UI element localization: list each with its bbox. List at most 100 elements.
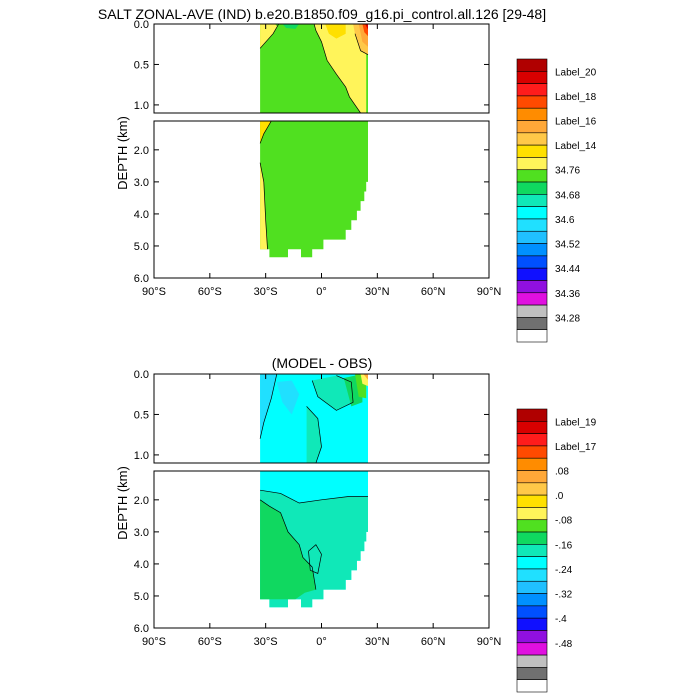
field-region: [363, 374, 368, 380]
colorbar-swatch: [516, 317, 548, 330]
colorbar-label: -.48: [555, 639, 573, 650]
y-tick-label: 1.0: [134, 450, 149, 462]
x-tick-label: 90°N: [477, 286, 502, 298]
contour-line: [354, 33, 369, 56]
colorbar-label: -.32: [555, 590, 573, 601]
field-region: [260, 499, 316, 600]
colorbar-label: 34.52: [555, 240, 580, 251]
y-axis-label: DEPTH (km): [115, 466, 130, 540]
colorbar-swatch: [516, 580, 548, 594]
colorbar-swatch: [516, 255, 548, 269]
contour-line: [313, 24, 361, 113]
colorbar-swatch: [516, 132, 548, 146]
field-region: [365, 24, 368, 30]
colorbar-swatch: [516, 408, 548, 422]
x-tick-label: 60°S: [198, 636, 222, 648]
y-tick-label: 2.0: [134, 145, 149, 157]
y-tick-label: 5.0: [134, 241, 149, 253]
colorbar-swatch: [516, 83, 548, 97]
colorbar-swatch: [516, 457, 548, 471]
x-tick-label: 60°S: [198, 286, 222, 298]
y-tick-label: 4.0: [134, 559, 149, 571]
colorbar-swatch: [516, 667, 548, 680]
x-tick-label: 60°N: [421, 286, 446, 298]
colorbar-swatch: [516, 230, 548, 244]
colorbar-label: -.4: [555, 614, 567, 625]
figure-title: SALT ZONAL-AVE (IND) b.e20.B1850.f09_g16…: [98, 6, 546, 22]
y-axis-label: DEPTH (km): [115, 116, 130, 190]
colorbar-swatch: [516, 107, 548, 121]
colorbar-label: 34.6: [555, 215, 575, 226]
colorbar-swatch: [516, 120, 548, 134]
contour-line: [308, 544, 322, 574]
contour-line: [259, 374, 278, 439]
x-tick-label: 30°N: [365, 286, 390, 298]
colorbar-swatch: [516, 218, 548, 232]
y-tick-label: 5.0: [134, 591, 149, 603]
colorbar-swatch: [516, 206, 548, 220]
colorbar-swatch: [516, 181, 548, 195]
colorbar-swatch: [516, 593, 548, 607]
colorbar-swatch: [516, 605, 548, 619]
colorbar-swatch: [516, 95, 548, 109]
colorbar-label: -.24: [555, 565, 573, 576]
y-tick-label: 1.0: [134, 100, 149, 112]
colorbar-swatch: [516, 630, 548, 644]
colorbar-label: 34.76: [555, 166, 580, 177]
colorbar-swatch: [516, 544, 548, 557]
colorbar-swatch: [516, 144, 548, 158]
x-tick-label: 60°N: [421, 636, 446, 648]
contour-line: [259, 24, 280, 49]
lower-panel-field: [259, 121, 368, 258]
field-region: [362, 24, 368, 37]
contour-line: [260, 489, 368, 504]
colorbar-swatch: [516, 169, 548, 183]
x-tick-label: 30°N: [365, 636, 390, 648]
upper-panel-field: [259, 24, 369, 113]
colorbar-swatch: [516, 292, 548, 306]
y-tick-label: 3.0: [134, 177, 149, 189]
colorbar-swatch: [516, 445, 548, 459]
colorbar-swatch: [516, 329, 548, 343]
y-tick-label: 0.5: [134, 59, 149, 71]
colorbar-swatch: [516, 556, 548, 570]
lower-panel-field: [259, 471, 368, 608]
colorbar-label: -.16: [555, 540, 573, 551]
chart-title: (MODEL - OBS): [272, 355, 373, 371]
field-region: [325, 24, 346, 39]
colorbar-swatch: [516, 470, 548, 484]
colorbar-label: .08: [555, 467, 569, 478]
y-tick-label: 3.0: [134, 527, 149, 539]
colorbar-swatch: [516, 71, 548, 84]
x-tick-label: 90°S: [142, 286, 166, 298]
colorbar-label: Label_16: [555, 117, 597, 128]
x-tick-label: 30°S: [254, 636, 278, 648]
x-tick-label: 0°: [316, 636, 327, 648]
colorbar-swatch: [516, 280, 548, 294]
colorbar-swatch: [516, 482, 548, 496]
y-tick-label: 0.0: [134, 19, 149, 31]
colorbar-swatch: [516, 519, 548, 533]
contour-line: [306, 406, 322, 463]
colorbar-swatch: [516, 267, 548, 281]
colorbar-swatch: [516, 58, 548, 72]
y-tick-label: 6.0: [134, 273, 149, 285]
colorbar-swatch: [516, 421, 548, 434]
colorbar-label: Label_20: [555, 67, 597, 78]
colorbar-swatch: [516, 679, 548, 693]
field-region: [276, 380, 300, 415]
field-region: [314, 24, 367, 113]
contour-line: [259, 499, 317, 590]
colorbar-swatch: [516, 531, 548, 545]
y-tick-label: 4.0: [134, 209, 149, 221]
contour-line: [259, 121, 272, 144]
upper-panel-field: [259, 374, 368, 463]
x-tick-label: 30°S: [254, 286, 278, 298]
colorbar-label: 34.44: [555, 264, 580, 275]
colorbar-label: 34.28: [555, 313, 580, 324]
colorbar-swatch: [516, 617, 548, 631]
colorbar-swatch: [516, 194, 548, 207]
colorbar-label: -.08: [555, 516, 573, 527]
y-tick-label: 0.5: [134, 409, 149, 421]
